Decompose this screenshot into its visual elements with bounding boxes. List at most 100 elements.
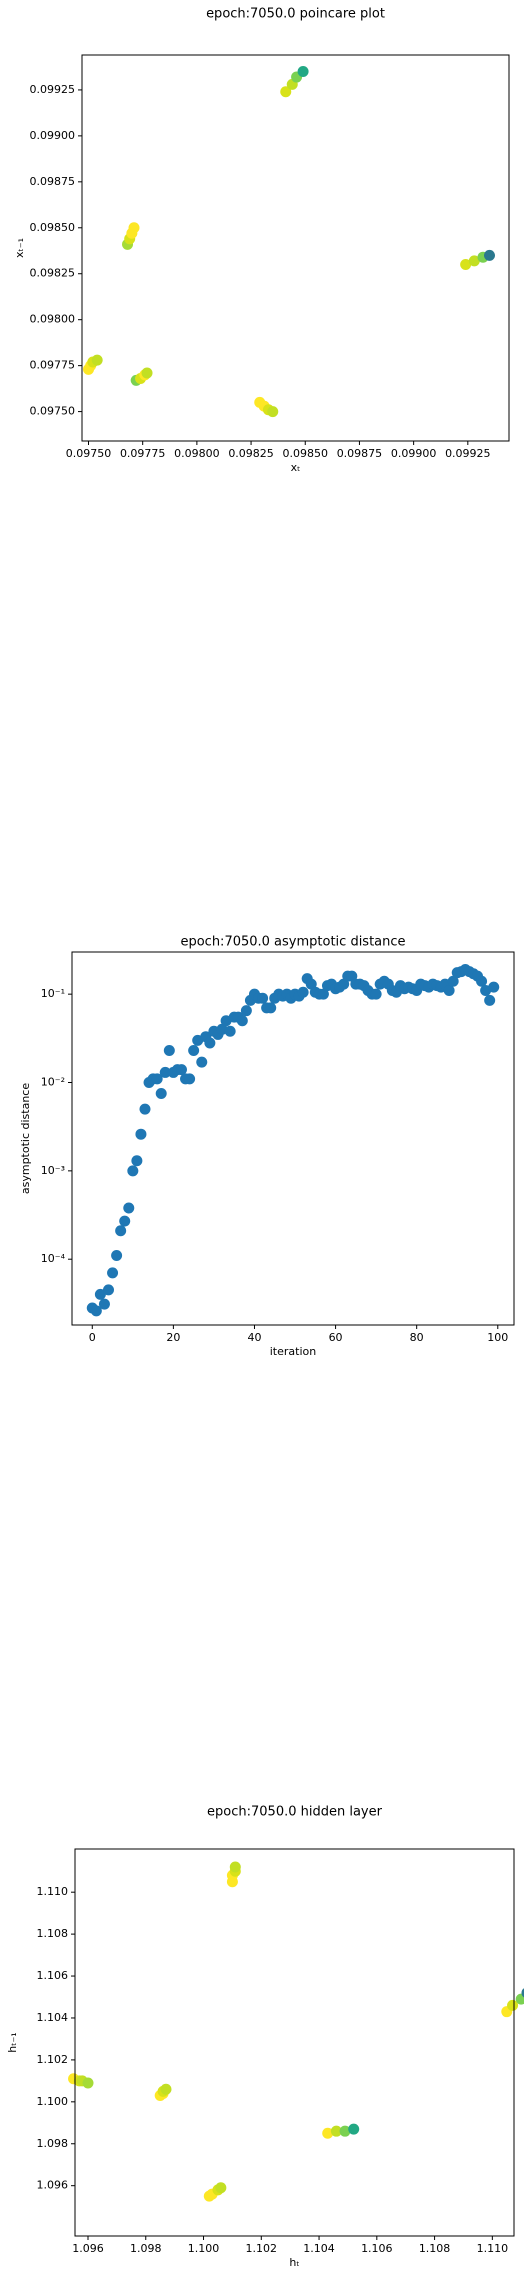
y-tick-label: 1.108 (37, 1927, 69, 1940)
point (317, 988, 329, 1000)
y-tick-label: 0.09800 (30, 313, 76, 326)
point (127, 1165, 139, 1177)
y-tick-label: 0.09750 (30, 405, 76, 418)
point (131, 1155, 143, 1167)
chart-title: epoch:7050.0 poincare plot (206, 7, 385, 22)
point (521, 1988, 524, 1998)
x-tick-label: 1.102 (246, 2242, 278, 2255)
x-tick-label: 60 (329, 1331, 343, 1344)
y-tick-label: 0.09900 (30, 129, 76, 142)
point (135, 1128, 147, 1140)
y-tick-label: 1.096 (37, 2179, 69, 2192)
point (305, 978, 317, 990)
point (447, 975, 459, 987)
y-tick-label: 1.106 (37, 1969, 69, 1982)
point (107, 1267, 119, 1279)
point (151, 1073, 163, 1085)
point (370, 988, 382, 1000)
x-tick-label: 1.100 (188, 2242, 220, 2255)
point (443, 984, 455, 996)
point (280, 86, 292, 98)
x-axis-label: hₜ (289, 2256, 299, 2269)
y-tick-label: 1.110 (37, 1885, 69, 1898)
point (98, 1298, 110, 1310)
x-tick-label: 0 (89, 1331, 96, 1344)
y-tick-label: 0.09925 (30, 83, 76, 96)
point (265, 1002, 277, 1014)
x-tick-label: 1.110 (477, 2242, 509, 2255)
point (163, 1045, 175, 1057)
point (159, 1066, 171, 1078)
x-tick-label: 1.096 (72, 2242, 104, 2255)
x-tick-label: 0.09925 (445, 447, 491, 460)
y-axis-label: asymptotic distance (19, 1083, 32, 1194)
point (111, 1250, 123, 1262)
x-tick-label: 0.09825 (228, 447, 274, 460)
x-tick-label: 1.106 (361, 2242, 393, 2255)
point (141, 367, 153, 379)
y-tick-label: 10⁻⁴ (41, 1252, 66, 1265)
point (229, 1861, 241, 1873)
point (215, 2182, 227, 2194)
point (240, 1005, 252, 1017)
point (297, 986, 309, 998)
axes-frame (71, 951, 515, 1326)
x-tick-label: 0.09850 (283, 447, 329, 460)
axes-frame (81, 54, 510, 442)
point (348, 2123, 360, 2135)
point (476, 975, 488, 987)
point (507, 1999, 519, 2011)
y-axis-label: xₜ₋₁ (13, 238, 26, 258)
point (139, 1103, 151, 1115)
x-tick-label: 100 (487, 1331, 508, 1344)
x-tick-label: 0.09800 (174, 447, 220, 460)
point (236, 1015, 248, 1027)
y-tick-label: 10⁻³ (41, 1164, 65, 1177)
y-tick-label: 1.098 (37, 2137, 69, 2150)
point (160, 2083, 172, 2095)
point (468, 255, 480, 267)
point (102, 1284, 114, 1296)
point (483, 249, 495, 261)
y-tick-label: 10⁻² (41, 1076, 65, 1089)
point (204, 1037, 216, 1049)
point (82, 2077, 94, 2089)
point (175, 1064, 187, 1076)
y-tick-label: 0.09850 (30, 221, 76, 234)
point (322, 2127, 334, 2139)
x-tick-label: 1.108 (419, 2242, 451, 2255)
point (90, 1305, 102, 1317)
point (330, 2125, 342, 2137)
y-tick-label: 1.102 (37, 2053, 69, 2066)
x-tick-label: 0.09775 (120, 447, 166, 460)
y-tick-label: 0.09875 (30, 175, 76, 188)
point (267, 406, 279, 418)
x-tick-label: 0.09750 (66, 447, 112, 460)
x-tick-label: 40 (247, 1331, 261, 1344)
point (460, 259, 472, 271)
chart-title: epoch:7050.0 hidden layer (207, 1805, 383, 1820)
y-tick-label: 1.104 (37, 2011, 69, 2024)
point (297, 66, 309, 78)
y-tick-label: 1.100 (37, 2095, 69, 2108)
point (91, 354, 103, 366)
point (184, 1073, 196, 1085)
x-axis-label: iteration (270, 1345, 316, 1358)
point (128, 222, 140, 234)
x-tick-label: 1.104 (303, 2242, 335, 2255)
point (119, 1215, 131, 1227)
x-tick-label: 80 (410, 1331, 424, 1344)
point (155, 1088, 167, 1100)
point (224, 1025, 236, 1037)
point (196, 1056, 208, 1068)
y-axis-label: hₜ₋₁ (6, 2032, 19, 2052)
x-tick-label: 20 (166, 1331, 180, 1344)
point (188, 1045, 200, 1057)
x-axis-label: xₜ (291, 461, 301, 474)
chart-title: epoch:7050.0 asymptotic distance (180, 935, 405, 950)
x-tick-label: 1.098 (130, 2242, 162, 2255)
point (94, 1288, 106, 1300)
y-tick-label: 0.09775 (30, 359, 76, 372)
point (484, 994, 496, 1006)
